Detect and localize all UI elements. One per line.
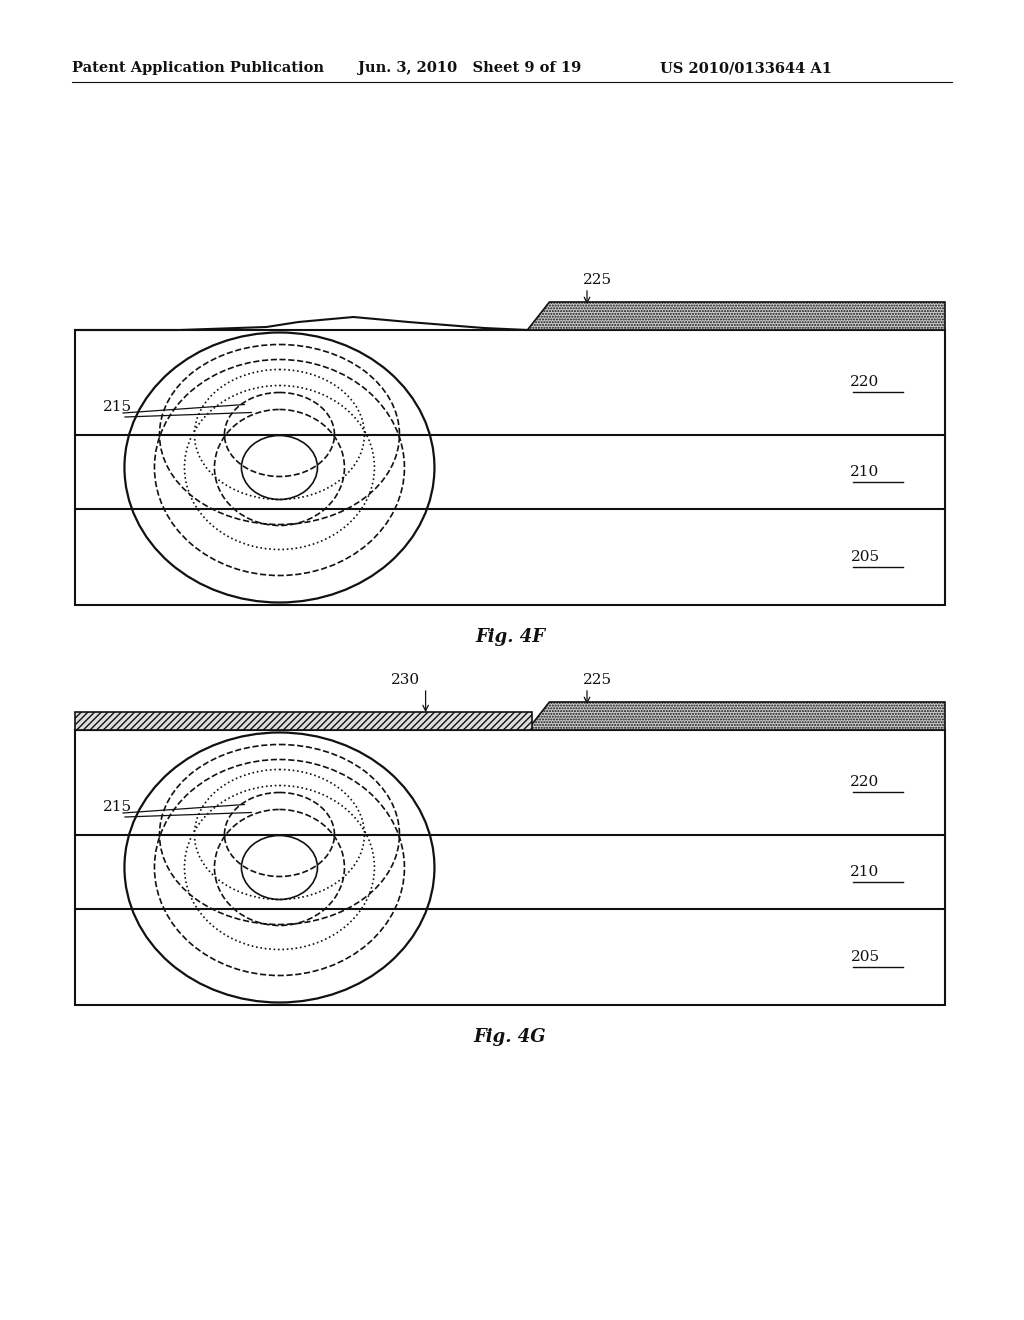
Bar	[75, 730, 945, 1005]
Text: 215: 215	[103, 800, 132, 814]
Text: Fig. 4F: Fig. 4F	[475, 628, 545, 645]
Text: 205: 205	[851, 550, 880, 564]
Text: Fig. 4G: Fig. 4G	[474, 1028, 547, 1045]
Bar	[75, 330, 945, 605]
Text: 225: 225	[583, 273, 611, 286]
Text: 220: 220	[850, 775, 880, 789]
Text: 215: 215	[103, 400, 132, 414]
Text: 210: 210	[850, 465, 880, 479]
Text: Patent Application Publication: Patent Application Publication	[72, 61, 324, 75]
Polygon shape	[527, 302, 945, 330]
Text: 205: 205	[851, 950, 880, 964]
Text: 230: 230	[391, 673, 420, 686]
Text: US 2010/0133644 A1: US 2010/0133644 A1	[660, 61, 831, 75]
Text: 210: 210	[850, 865, 880, 879]
Text: Jun. 3, 2010   Sheet 9 of 19: Jun. 3, 2010 Sheet 9 of 19	[358, 61, 582, 75]
Polygon shape	[527, 702, 945, 730]
Polygon shape	[75, 711, 532, 730]
Text: 220: 220	[850, 375, 880, 389]
Text: 225: 225	[583, 673, 611, 686]
